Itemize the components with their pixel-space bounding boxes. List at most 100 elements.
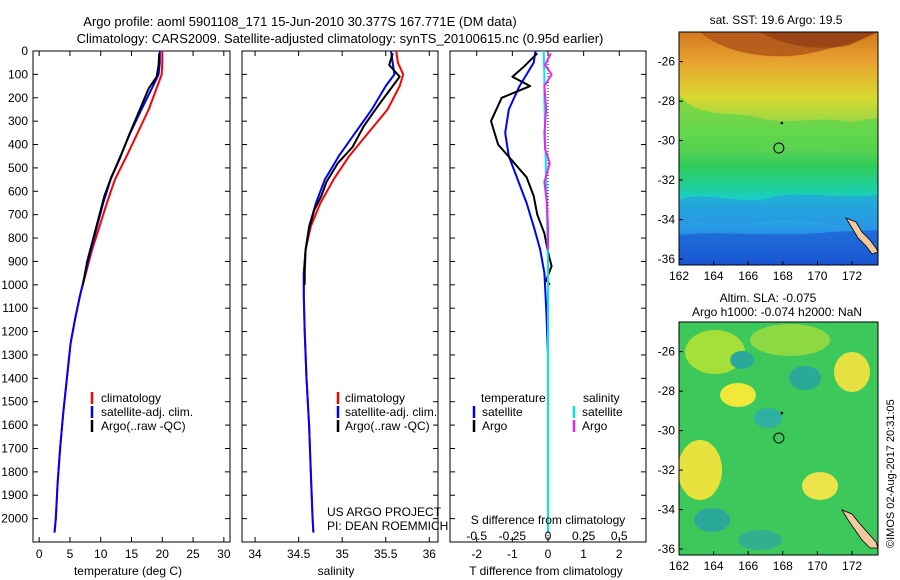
- map-y-tick-label: -28: [658, 384, 676, 398]
- map-x-tick-label: 172: [842, 559, 862, 573]
- series-line: [302, 50, 405, 533]
- map-x-tick-label: 162: [669, 559, 689, 573]
- sst-map-frame: [678, 31, 879, 266]
- s-difference-title: S difference from climatology: [471, 513, 626, 527]
- map-y-tick-label: -30: [658, 424, 676, 438]
- series-line: [81, 53, 161, 285]
- s-tick-label: 0.5: [611, 529, 628, 543]
- legend-salinity-heading: salinity: [583, 391, 620, 405]
- depth-tick-label: 0: [21, 44, 28, 58]
- legend-temp-argo-label: Argo: [482, 419, 508, 433]
- depth-tick-label: 1800: [1, 465, 28, 479]
- map-y-tick-label: -34: [658, 213, 676, 227]
- salinity-panel-frame: [241, 50, 439, 543]
- map-x-tick-label: 168: [773, 559, 793, 573]
- salinity-series: [302, 50, 405, 533]
- temperature-series: [53, 51, 164, 533]
- s-tick-label: 0: [545, 529, 552, 543]
- map-y-tick-label: -32: [658, 463, 676, 477]
- legend-satellite-label: satellite-adj. clim.: [101, 405, 193, 419]
- depth-tick-label: 1900: [1, 488, 28, 502]
- x-tick-label: 1: [580, 547, 587, 561]
- map-x-tick-label: 166: [738, 559, 758, 573]
- series-line: [302, 50, 396, 533]
- legend-temp-satellite-label: satellite: [482, 405, 523, 419]
- depth-tick-label: 1200: [1, 325, 28, 339]
- legend-argo-label: Argo(..raw -QC): [345, 419, 430, 433]
- legend-satellite-label: satellite-adj. clim.: [345, 405, 437, 419]
- x-tick-label: -2: [471, 547, 482, 561]
- x-tick-label: 34.5: [287, 547, 311, 561]
- depth-tick-label: 400: [8, 138, 28, 152]
- s-tick-label: -0.5: [466, 529, 487, 543]
- depth-tick-label: 100: [8, 67, 28, 81]
- legend-sal-argo-label: Argo: [582, 419, 608, 433]
- pi-credit: PI: DEAN ROEMMICH: [327, 519, 448, 533]
- map-x-tick-label: 166: [738, 269, 758, 283]
- legend-sal-satellite-label: satellite: [582, 405, 623, 419]
- legend-temperature-heading: temperature: [481, 391, 546, 405]
- series-line: [53, 51, 164, 533]
- sla-map-frame: [678, 321, 879, 556]
- depth-tick-label: 300: [8, 114, 28, 128]
- depth-tick-label: 800: [8, 231, 28, 245]
- temperature-legend: climatology satellite-adj. clim. Argo(..…: [90, 391, 193, 433]
- difference-series: [490, 50, 553, 533]
- depth-tick-label: 1500: [1, 395, 28, 409]
- sst-map-field: [679, 32, 878, 265]
- depth-tick-label: 900: [8, 254, 28, 268]
- s-tick-label: -0.25: [499, 529, 527, 543]
- map-x-tick-label: 162: [669, 269, 689, 283]
- x-tick-label: 5: [67, 547, 74, 561]
- figure-title: Argo profile: aoml 5901108_171 15-Jun-20…: [83, 14, 516, 29]
- difference-legend: temperature satellite Argo salinity sate…: [472, 391, 623, 433]
- map-y-tick-label: -30: [658, 134, 676, 148]
- x-tick-label: 35.5: [374, 547, 398, 561]
- sla-map-title: Altim. SLA: -0.075: [720, 291, 817, 305]
- series-line: [543, 52, 553, 250]
- x-tick-label: 15: [125, 547, 139, 561]
- x-tick-label: 30: [217, 547, 231, 561]
- legend-argo-label: Argo(..raw -QC): [101, 419, 186, 433]
- series-line: [490, 52, 553, 286]
- x-tick-label: 36: [423, 547, 437, 561]
- sla-map-field: [679, 322, 878, 555]
- project-credit: US ARGO PROJECT: [327, 505, 442, 519]
- difference-xlabel: T difference from climatology: [469, 564, 623, 578]
- map-x-tick-label: 168: [773, 269, 793, 283]
- sla-float-dot: [780, 411, 784, 415]
- map-x-tick-label: 170: [807, 269, 827, 283]
- depth-tick-label: 700: [8, 208, 28, 222]
- map-y-tick-label: -26: [658, 345, 676, 359]
- x-tick-label: 2: [616, 547, 623, 561]
- salinity-x-axis: 34 34.5 35 35.5 36: [248, 51, 436, 561]
- sst-map-axes: 162 164 166 168 170 172 -26 -28 -30 -32 -34 -36: [658, 55, 863, 283]
- s-tick-label: 0.25: [572, 529, 596, 543]
- map-y-tick-label: -26: [658, 55, 676, 69]
- map-x-tick-label: 164: [704, 559, 724, 573]
- temperature-panel-frame: [32, 50, 231, 543]
- depth-tick-label: 1700: [1, 441, 28, 455]
- difference-x-axis: -2 -1 0 1 2: [471, 51, 623, 561]
- x-tick-label: 25: [186, 547, 200, 561]
- map-y-tick-label: -28: [658, 94, 676, 108]
- x-tick-label: 10: [94, 547, 108, 561]
- s-difference-tick-labels: -0.5 -0.25 0 0.25 0.5: [466, 529, 628, 543]
- map-y-tick-label: -36: [658, 252, 676, 266]
- sla-float-marker: [773, 432, 785, 444]
- depth-axis: 0 100 200 300 400 500 600 700 800 900 1000 1100 1200…: [1, 44, 646, 526]
- imos-timestamp: ©IMOS 02-Aug-2017 20:31:05: [885, 399, 897, 548]
- salinity-xlabel: salinity: [318, 564, 355, 578]
- map-y-tick-label: -36: [658, 542, 676, 556]
- temperature-xlabel: temperature (deg C): [74, 564, 182, 578]
- series-line: [303, 53, 401, 285]
- series-line: [504, 50, 549, 533]
- x-tick-label: 35: [335, 547, 349, 561]
- x-tick-label: -1: [507, 547, 518, 561]
- depth-tick-label: 600: [8, 184, 28, 198]
- legend-climatology-label: climatology: [345, 391, 405, 405]
- depth-tick-label: 1000: [1, 278, 28, 292]
- map-x-tick-label: 164: [704, 269, 724, 283]
- map-x-tick-label: 170: [807, 559, 827, 573]
